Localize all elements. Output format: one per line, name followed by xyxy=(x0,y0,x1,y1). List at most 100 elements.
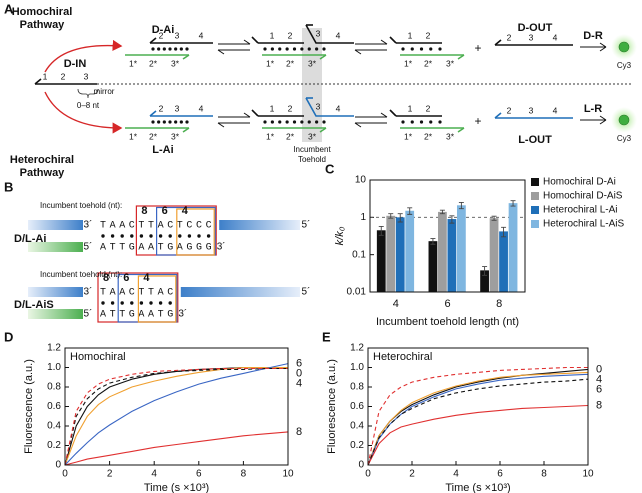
base-pair xyxy=(278,47,282,51)
strand-name: D-IN xyxy=(64,58,87,70)
base-pair xyxy=(120,234,124,238)
base-pair xyxy=(179,120,183,124)
base-pair xyxy=(300,47,304,51)
domain-label: 1 xyxy=(408,103,413,113)
bar xyxy=(456,205,466,292)
domain-label: 2* xyxy=(149,131,158,141)
y-tick-label: 0.4 xyxy=(350,421,364,432)
domain-label: 2* xyxy=(424,58,433,68)
base-pair xyxy=(174,47,178,51)
strand-end xyxy=(182,54,190,60)
arrow xyxy=(44,39,123,73)
panel-label: B xyxy=(4,179,13,194)
arrow-head xyxy=(599,46,607,52)
bar xyxy=(386,215,396,292)
bar xyxy=(489,218,499,292)
toehold-label: 6 xyxy=(162,205,168,217)
fluorophore-label: Cy3 xyxy=(617,134,632,143)
domain-label: 2* xyxy=(286,131,295,141)
base-pair xyxy=(168,120,172,124)
x-tick-label: 2 xyxy=(409,469,415,480)
plus: + xyxy=(474,114,481,128)
base-pair xyxy=(130,234,134,238)
bar xyxy=(428,241,438,292)
x-tick-label: 4 xyxy=(151,469,157,480)
ribbon xyxy=(28,287,83,297)
plot-frame xyxy=(64,347,289,466)
data-line xyxy=(64,366,288,466)
domain-label: 3 xyxy=(316,101,321,111)
panel-label: E xyxy=(322,329,331,344)
domain-label: 3* xyxy=(171,131,180,141)
x-tick-label: 6 xyxy=(196,469,202,480)
data-line xyxy=(367,366,588,466)
base-pair xyxy=(419,47,424,51)
base-pair xyxy=(168,47,172,51)
arrow-head xyxy=(354,122,362,128)
pathway-title: Heterochiral xyxy=(10,154,74,166)
end-label: 3´ xyxy=(178,308,187,320)
x-tick-label: 4 xyxy=(453,469,459,480)
error-bar xyxy=(397,213,403,223)
arrow-head xyxy=(217,49,225,55)
domain-label: 1 xyxy=(43,71,48,81)
domain-label: 4 xyxy=(336,103,341,113)
pathway-title: Pathway xyxy=(20,167,66,179)
arrow xyxy=(44,91,123,134)
x-tick-label: 4 xyxy=(393,298,399,310)
base-pair xyxy=(270,120,274,124)
legend-swatch xyxy=(531,192,539,200)
domain-label: 4 xyxy=(336,30,341,40)
domain-label: 2 xyxy=(426,103,431,113)
data-line xyxy=(64,431,289,466)
brace xyxy=(77,88,99,99)
fluorophore-label: Cy3 xyxy=(617,61,632,70)
domain-label: 1* xyxy=(129,131,138,141)
domain-label: 3* xyxy=(308,131,317,141)
x-axis-label: Time (s ×10³) xyxy=(445,482,510,493)
error-bar xyxy=(491,215,497,221)
domain-label: 2 xyxy=(288,30,293,40)
x-tick-label: 6 xyxy=(497,469,503,480)
error-bar xyxy=(378,225,384,236)
base-pair xyxy=(263,120,267,124)
plot-frame xyxy=(369,179,526,293)
series-end-label: 8 xyxy=(596,399,602,411)
strand-end xyxy=(494,39,502,46)
base-pair xyxy=(168,234,172,238)
base-pair xyxy=(401,120,405,124)
base-pair xyxy=(157,120,161,124)
domain-label: 3 xyxy=(316,28,321,38)
ribbon xyxy=(28,309,83,319)
series-end-label: 4 xyxy=(596,373,602,385)
ribbon xyxy=(28,242,83,252)
y-tick-label: 1.2 xyxy=(47,343,61,354)
sequence: TAACTTAC xyxy=(100,288,177,299)
base-pair xyxy=(429,47,433,51)
base-pair xyxy=(197,234,201,238)
y-axis-label: k/k₀ xyxy=(334,226,346,245)
toehold-label: 4 xyxy=(143,272,150,284)
domain-label: 2 xyxy=(426,30,431,40)
x-tick-label: 0 xyxy=(62,469,68,480)
y-tick-label: 0.2 xyxy=(350,440,364,451)
x-tick-label: 6 xyxy=(444,298,450,310)
base-pair xyxy=(185,120,189,124)
data-line xyxy=(367,404,589,466)
reporter-name: D-R xyxy=(583,30,603,42)
base-pair xyxy=(419,120,424,124)
error-bar xyxy=(430,238,436,245)
domain-label: 2 xyxy=(288,103,293,113)
data-line xyxy=(64,367,288,466)
end-label: 3´ xyxy=(84,219,93,231)
domain-label: 3 xyxy=(84,71,89,81)
base-pair xyxy=(315,47,319,51)
arrow-head xyxy=(380,112,388,118)
bar xyxy=(438,211,447,292)
domain-label: 1* xyxy=(404,58,413,68)
y-tick-label: 1.0 xyxy=(350,362,364,373)
strand-end xyxy=(457,54,465,60)
strand xyxy=(305,97,354,117)
base-pair xyxy=(178,234,182,238)
